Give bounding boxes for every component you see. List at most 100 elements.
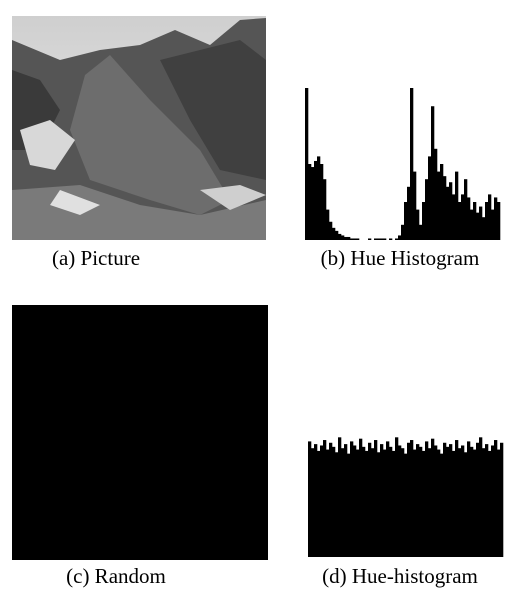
bar	[452, 194, 456, 240]
bar	[497, 449, 501, 557]
bar	[482, 217, 486, 240]
bar	[323, 179, 327, 240]
bar	[440, 453, 444, 557]
bar	[383, 238, 387, 240]
bar	[323, 440, 327, 557]
bar	[485, 444, 489, 557]
bar	[452, 450, 456, 557]
bar	[425, 441, 429, 557]
bar	[347, 236, 351, 240]
bar	[308, 441, 312, 557]
bar	[413, 449, 417, 557]
bar	[362, 446, 366, 557]
bar	[320, 445, 324, 557]
bar	[458, 448, 462, 557]
bar	[461, 445, 465, 557]
bar	[449, 444, 453, 557]
bar	[344, 444, 348, 557]
bar	[311, 167, 315, 240]
bar	[422, 202, 426, 240]
caption: (a) Picture	[52, 246, 140, 270]
bar	[329, 442, 333, 557]
bar	[365, 450, 369, 557]
bar	[380, 444, 384, 557]
bar	[350, 238, 354, 240]
bar	[464, 179, 468, 240]
bar	[446, 186, 450, 240]
bar	[377, 452, 381, 557]
bar	[320, 164, 324, 240]
bar	[473, 449, 477, 557]
bar	[473, 202, 477, 240]
bar	[431, 438, 435, 557]
bar	[437, 449, 441, 557]
bar	[446, 446, 450, 557]
bar	[389, 238, 393, 240]
random-image	[12, 305, 268, 560]
bar	[434, 148, 438, 240]
bar	[428, 448, 432, 557]
bar	[350, 441, 354, 557]
bar	[395, 437, 399, 557]
bar	[371, 448, 375, 557]
bar	[437, 171, 441, 240]
caption: (b) Hue Histogram	[321, 246, 480, 270]
bar	[353, 238, 357, 240]
bar	[470, 446, 474, 557]
picture	[12, 16, 266, 240]
bar	[314, 444, 318, 557]
bar	[338, 233, 342, 240]
bar	[479, 206, 483, 240]
bar	[422, 450, 426, 557]
bar	[455, 440, 459, 557]
bar	[482, 448, 486, 557]
bar	[314, 160, 318, 240]
bar	[494, 197, 498, 240]
bar	[458, 202, 462, 240]
bar	[317, 450, 321, 557]
bar	[413, 171, 417, 240]
bar	[326, 449, 330, 557]
bar	[308, 164, 312, 240]
bar	[443, 442, 447, 557]
bar	[335, 230, 339, 240]
bar	[368, 442, 372, 557]
bar	[461, 194, 465, 240]
bar	[392, 450, 396, 557]
bar	[491, 209, 495, 240]
bar	[341, 448, 345, 557]
bar	[479, 437, 483, 557]
bar	[404, 202, 408, 240]
bar	[398, 235, 402, 240]
bar	[470, 209, 474, 240]
bar	[356, 449, 360, 557]
bar	[497, 202, 501, 240]
bar	[329, 221, 333, 240]
bar	[374, 238, 378, 240]
bar	[443, 176, 447, 240]
bar	[359, 438, 363, 557]
bar	[356, 238, 360, 240]
bar	[431, 106, 435, 241]
bar	[398, 445, 402, 557]
bar	[440, 164, 444, 240]
bar	[407, 186, 411, 240]
bar	[368, 238, 372, 240]
bar	[476, 442, 480, 557]
bar	[332, 446, 336, 557]
bar	[386, 441, 390, 557]
bar	[389, 446, 393, 557]
bar	[305, 88, 309, 240]
bar	[344, 236, 348, 240]
bar	[425, 179, 429, 240]
bar	[395, 238, 399, 240]
bar	[467, 197, 471, 240]
bar	[455, 171, 459, 240]
bar	[383, 449, 387, 557]
bar	[311, 448, 315, 557]
bar	[335, 452, 339, 557]
bar	[317, 156, 321, 240]
bar	[401, 224, 405, 240]
bar	[464, 452, 468, 557]
